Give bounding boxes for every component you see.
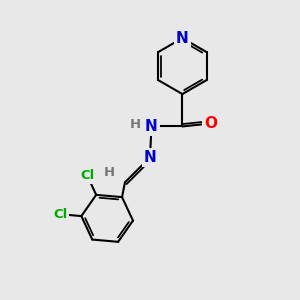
Text: H: H: [104, 166, 115, 178]
Text: Cl: Cl: [53, 208, 68, 221]
Text: H: H: [130, 118, 141, 131]
Text: N: N: [176, 31, 189, 46]
Text: N: N: [144, 150, 156, 165]
Text: N: N: [145, 119, 158, 134]
Text: O: O: [204, 116, 217, 131]
Text: Cl: Cl: [80, 169, 94, 182]
